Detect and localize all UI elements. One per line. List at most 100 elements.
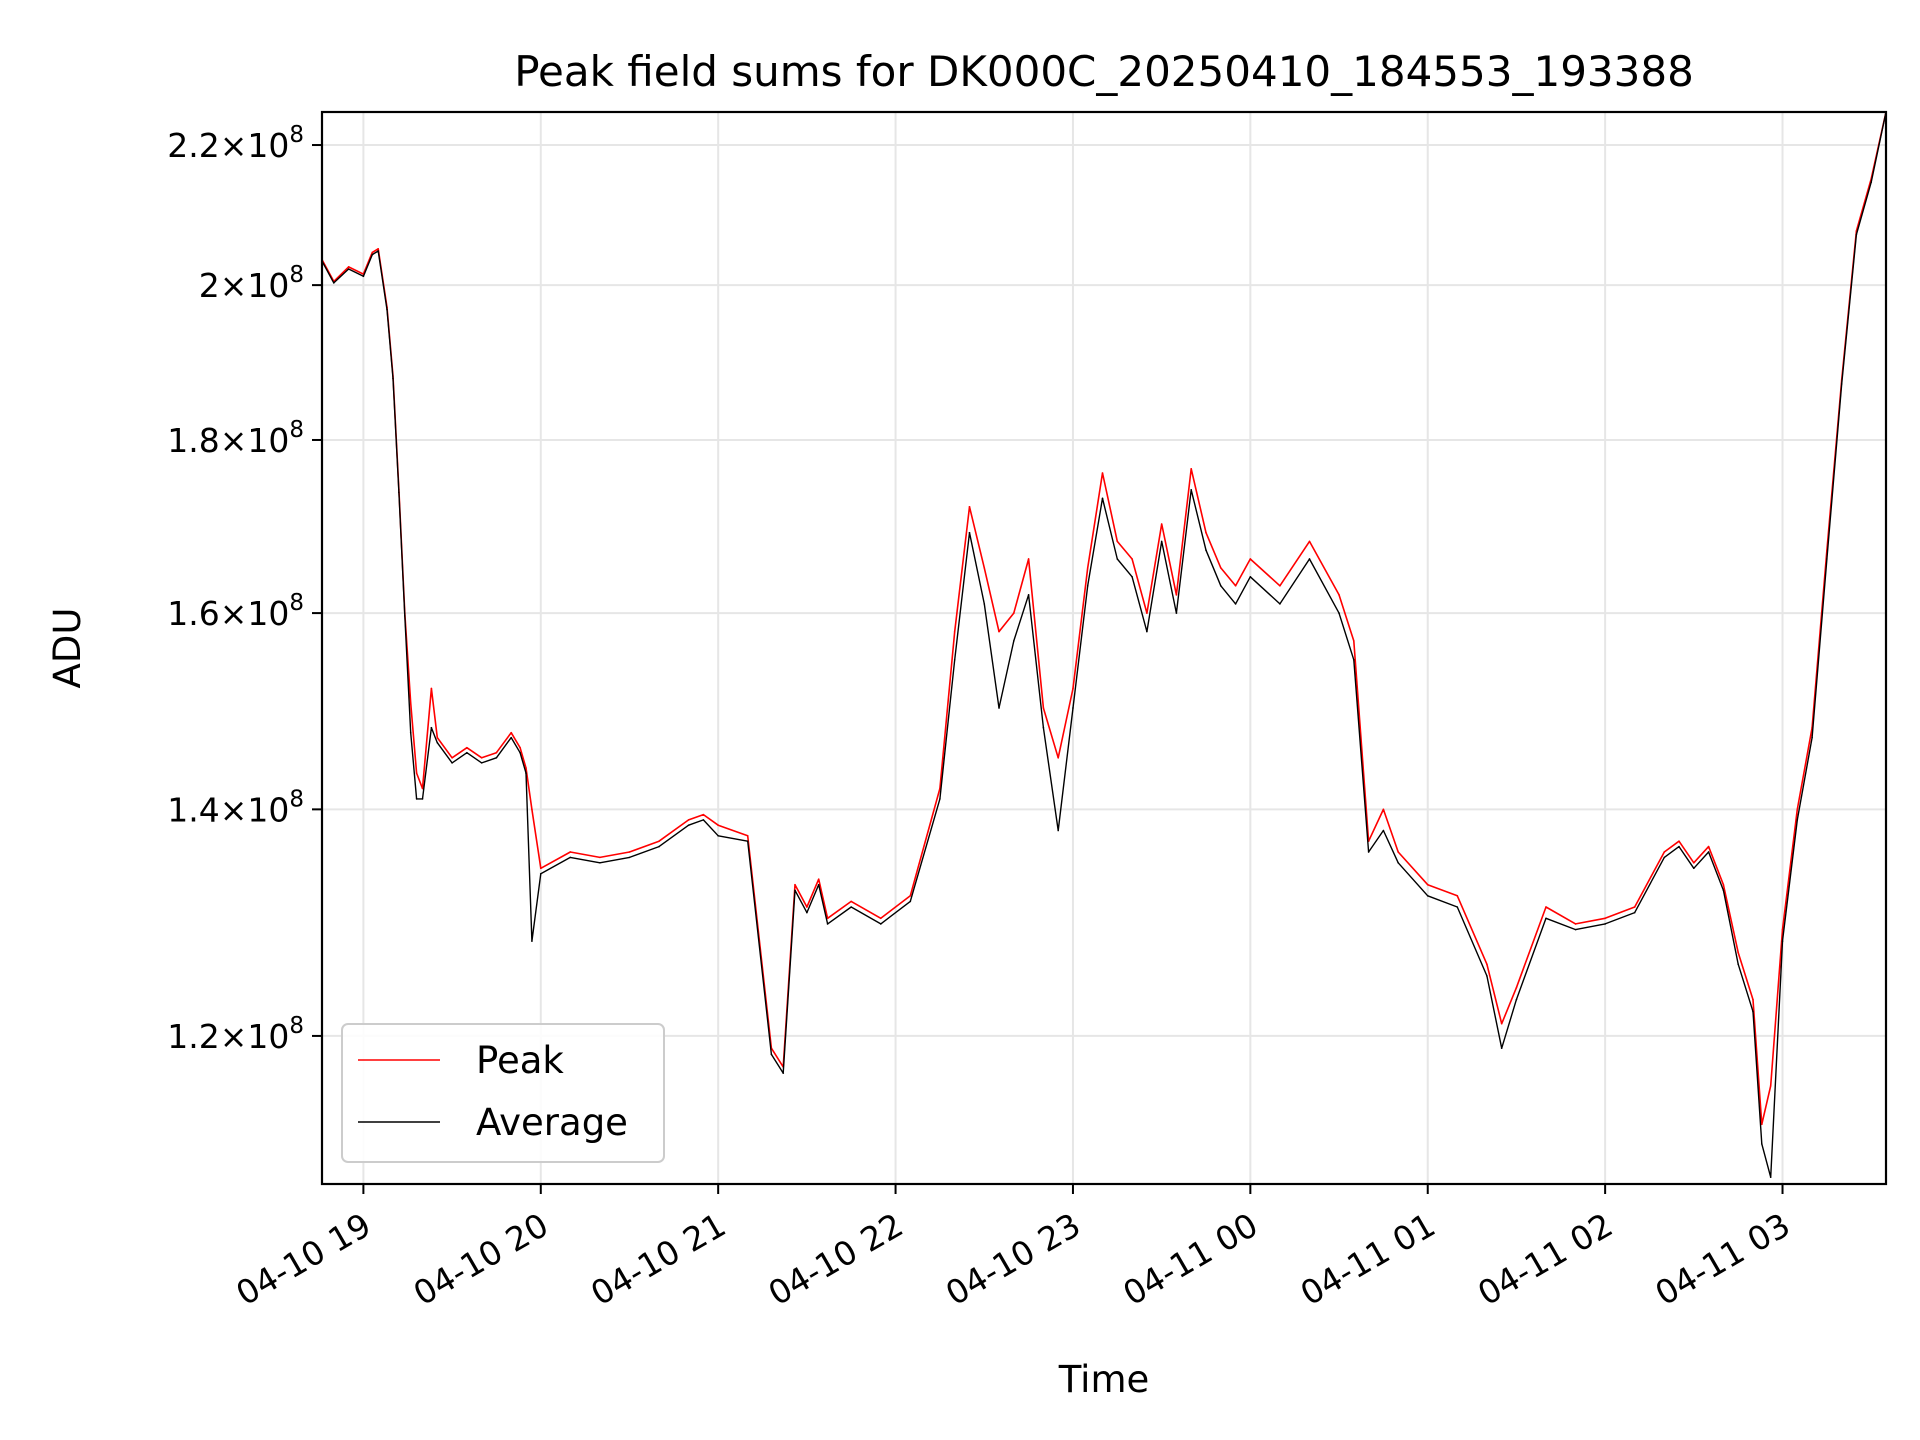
y-tick-label: 1.6×108	[167, 590, 304, 633]
data-point-peak	[1308, 540, 1311, 543]
data-point-peak	[1678, 840, 1680, 842]
data-point-peak	[1160, 523, 1163, 525]
data-point-peak	[451, 756, 453, 759]
data-point-peak	[377, 248, 379, 250]
data-point-average	[371, 253, 374, 256]
data-point-average	[1042, 726, 1045, 729]
data-point-peak	[717, 824, 719, 826]
data-point-peak	[806, 906, 808, 908]
data-point-average	[415, 798, 418, 800]
chart-title: Peak field sums for DK000C_20250410_1845…	[514, 47, 1694, 96]
data-point-average	[687, 824, 690, 826]
data-point-peak	[1382, 808, 1385, 811]
data-point-peak	[1397, 851, 1399, 853]
data-point-average	[909, 900, 912, 903]
data-point-average	[1131, 576, 1133, 578]
data-point-average	[362, 275, 365, 278]
data-point-average	[531, 940, 533, 942]
data-point-average	[1633, 911, 1636, 914]
data-point-peak	[1057, 756, 1059, 759]
data-point-average	[1072, 707, 1074, 709]
data-point-average	[398, 491, 400, 494]
data-point-peak	[1205, 531, 1207, 534]
data-point-peak	[909, 895, 912, 897]
data-point-peak	[531, 808, 533, 811]
data-point-peak	[687, 819, 690, 821]
data-point-average	[1086, 584, 1089, 587]
data-point-average	[1722, 889, 1725, 892]
data-point-peak	[1101, 472, 1104, 474]
data-point-peak	[1279, 584, 1281, 587]
data-point-peak	[1353, 640, 1355, 642]
y-tick-label: 1.2×108	[167, 1013, 304, 1056]
data-point-peak	[466, 746, 468, 749]
data-point-average	[1057, 829, 1059, 832]
data-point-peak	[1515, 986, 1518, 989]
data-point-average	[480, 762, 483, 764]
data-point-average	[451, 762, 453, 764]
data-point-average	[1855, 233, 1858, 236]
data-point-peak	[436, 736, 439, 739]
data-point-average	[1205, 549, 1207, 551]
data-point-average	[939, 798, 941, 800]
data-point-average	[1486, 975, 1488, 977]
data-point-peak	[510, 731, 513, 734]
data-point-average	[1796, 819, 1799, 821]
data-point-average	[1826, 558, 1828, 560]
data-point-peak	[1175, 594, 1178, 596]
data-point-peak	[1190, 468, 1193, 470]
data-point-peak	[1545, 906, 1547, 908]
data-point-peak	[599, 856, 601, 859]
data-point-peak	[983, 567, 986, 569]
data-point-average	[569, 856, 572, 859]
data-point-average	[1663, 856, 1666, 859]
data-point-peak	[628, 851, 631, 853]
data-point-peak	[1604, 917, 1606, 920]
data-point-average	[817, 883, 820, 886]
data-point-average	[782, 1072, 785, 1074]
data-point-average	[333, 282, 335, 284]
data-point-average	[1013, 640, 1015, 642]
data-point-average	[879, 923, 882, 925]
data-point-peak	[1146, 612, 1148, 614]
data-point-average	[392, 377, 394, 380]
data-point-peak	[1249, 558, 1252, 560]
data-point-average	[409, 731, 412, 734]
data-point-average	[1116, 558, 1119, 560]
data-point-peak	[1769, 1084, 1772, 1087]
data-point-peak	[1456, 895, 1459, 897]
data-point-average	[539, 872, 542, 875]
data-point-peak	[794, 883, 796, 886]
legend-label-peak: Peak	[476, 1039, 564, 1082]
legend-label-average: Average	[476, 1101, 628, 1144]
data-point-average	[1604, 923, 1606, 925]
data-point-peak	[1131, 558, 1133, 560]
data-point-average	[794, 889, 796, 892]
data-point-average	[1678, 845, 1680, 848]
data-point-average	[1752, 1010, 1754, 1013]
data-point-average	[1338, 612, 1340, 614]
data-point-average	[1234, 603, 1237, 605]
data-point-average	[599, 862, 601, 864]
data-point-peak	[1707, 845, 1710, 848]
data-point-peak	[1574, 923, 1577, 925]
data-point-peak	[409, 702, 412, 704]
data-point-peak	[658, 840, 660, 842]
data-point-peak	[1219, 567, 1222, 569]
y-axis-label: ADU	[46, 608, 89, 689]
data-point-peak	[1042, 707, 1045, 709]
data-point-average	[1500, 1047, 1503, 1050]
data-point-peak	[1781, 928, 1784, 931]
data-point-peak	[1500, 1022, 1503, 1025]
data-point-average	[1175, 612, 1178, 614]
data-point-average	[1249, 576, 1252, 578]
data-point-peak	[1761, 1123, 1763, 1126]
data-point-average	[1769, 1176, 1772, 1179]
data-point-average	[717, 835, 719, 837]
data-point-average	[1160, 540, 1163, 543]
data-point-average	[1737, 963, 1739, 966]
legend-box	[341, 1023, 665, 1163]
data-point-average	[658, 845, 660, 848]
